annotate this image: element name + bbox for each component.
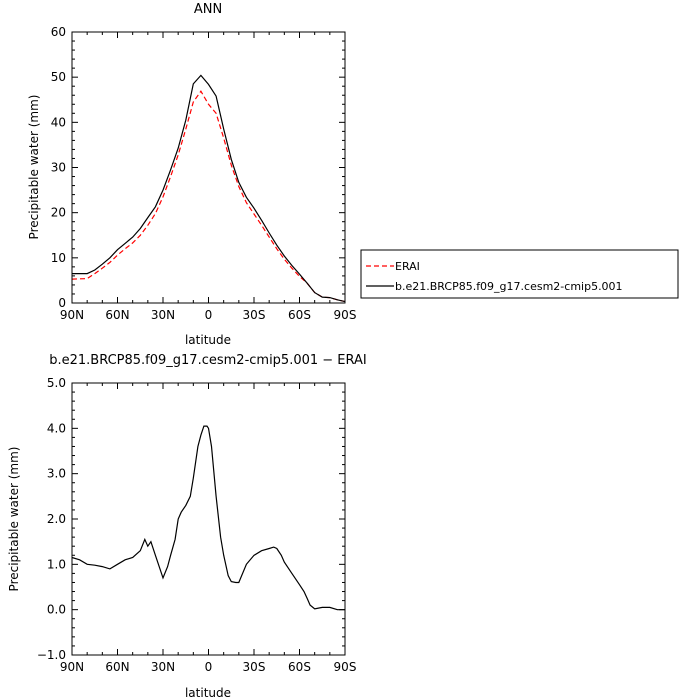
bottom-panel: b.e21.BRCP85.f09_g17.cesm2-cmip5.001 − E… xyxy=(7,353,367,700)
x-tick-label: 30N xyxy=(151,308,175,322)
legend-label-erai: ERAI xyxy=(395,260,420,273)
y-tick-label: −1.0 xyxy=(37,648,66,662)
top-y-axis-label: Precipitable water (mm) xyxy=(27,95,41,240)
top-series-line-erai xyxy=(71,90,346,303)
x-tick-label: 30N xyxy=(151,660,175,674)
y-tick-label: 60 xyxy=(51,25,66,39)
top-x-ticks: 90N 60N 30N 0 30S 60S 90S xyxy=(60,32,357,322)
y-tick-label: 4.0 xyxy=(47,421,66,435)
y-tick-label: 10 xyxy=(51,251,66,265)
legend-box xyxy=(360,249,679,299)
y-tick-label: 5.0 xyxy=(47,376,66,390)
legend: ERAI b.e21.BRCP85.f09_g17.cesm2-cmip5.00… xyxy=(360,249,679,299)
x-tick-label: 30S xyxy=(243,660,266,674)
y-tick-label: 50 xyxy=(51,70,66,84)
top-y-ticks: 0 10 20 30 40 50 60 xyxy=(51,25,345,310)
y-tick-label: 20 xyxy=(51,206,66,220)
x-tick-label: 30S xyxy=(243,308,266,322)
x-tick-label: 90S xyxy=(334,308,357,322)
y-tick-label: 3.0 xyxy=(47,467,66,481)
y-tick-label: 0.0 xyxy=(47,603,66,617)
x-tick-label: 90N xyxy=(60,660,84,674)
bottom-series-lines xyxy=(71,425,345,611)
bottom-plot-frame xyxy=(71,382,346,656)
x-tick-label: 90S xyxy=(334,660,357,674)
x-tick-label: 60N xyxy=(105,660,129,674)
y-tick-label: 1.0 xyxy=(47,557,66,571)
x-tick-label: 60S xyxy=(288,308,311,322)
bottom-y-ticks: −1.0 0.0 1.0 2.0 3.0 4.0 5.0 xyxy=(37,376,345,662)
top-series-lines xyxy=(71,74,346,303)
x-tick-label: 0 xyxy=(205,308,213,322)
bottom-x-ticks: 90N 60N 30N 0 30S 60S 90S xyxy=(60,383,357,674)
x-tick-label: 60N xyxy=(105,308,129,322)
legend-label-model: b.e21.BRCP85.f09_g17.cesm2-cmip5.001 xyxy=(395,280,623,293)
x-tick-label: 60S xyxy=(288,660,311,674)
y-tick-label: 30 xyxy=(51,161,66,175)
x-tick-label: 90N xyxy=(60,308,84,322)
y-tick-label: 2.0 xyxy=(47,512,66,526)
bottom-x-axis-label: latitude xyxy=(185,686,231,700)
y-tick-label: 0 xyxy=(58,296,66,310)
top-panel: ANN latitude Precipitable water (mm) 90N… xyxy=(27,2,356,347)
top-x-axis-label: latitude xyxy=(185,333,231,347)
top-plot-frame xyxy=(71,31,346,304)
top-series-line-model xyxy=(72,74,346,303)
top-chart-title: ANN xyxy=(194,2,222,17)
bottom-series-line-model xyxy=(71,425,345,611)
bottom-y-axis-label: Precipitable water (mm) xyxy=(7,447,21,592)
y-tick-label: 40 xyxy=(51,115,66,129)
x-tick-label: 0 xyxy=(205,660,213,674)
bottom-chart-title: b.e21.BRCP85.f09_g17.cesm2-cmip5.001 − E… xyxy=(49,353,367,368)
